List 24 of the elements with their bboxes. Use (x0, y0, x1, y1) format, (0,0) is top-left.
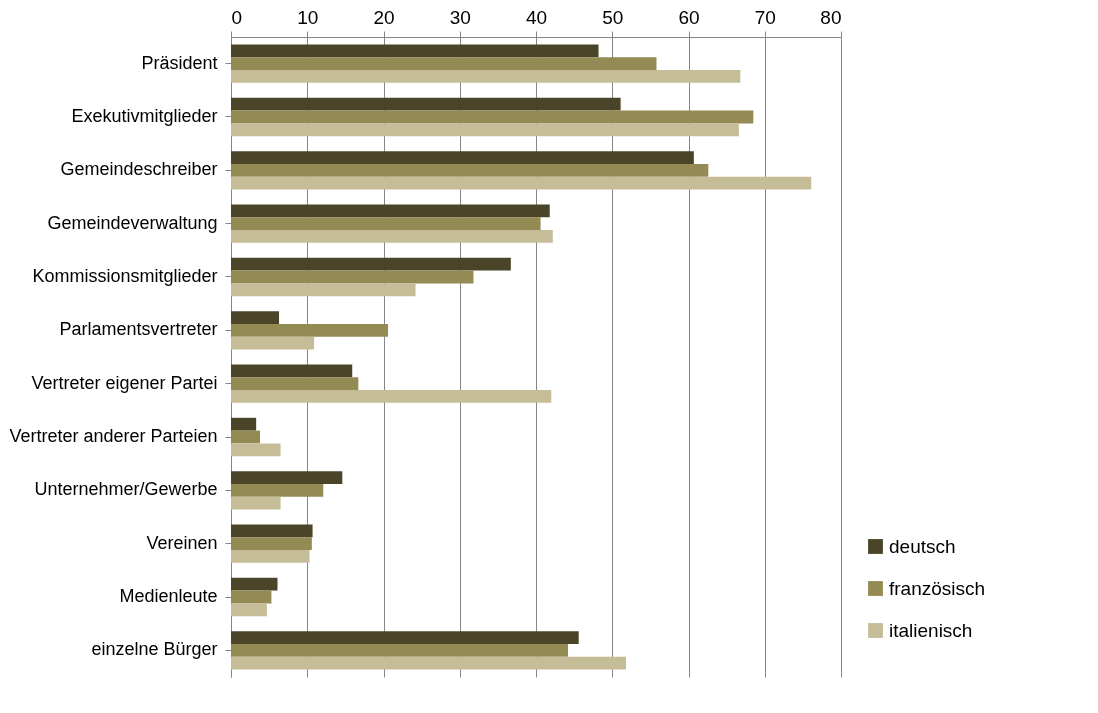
y-tick-label: Unternehmer/Gewerbe (34, 479, 218, 500)
y-tick-label: Exekutivmitglieder (71, 106, 218, 126)
y-tick-label: Parlamentsvertreter (59, 319, 218, 340)
legend-label: italienisch (889, 619, 973, 641)
x-tick-label: 50 (602, 6, 624, 28)
legend-label: deutsch (889, 535, 956, 557)
legend-label: französisch (889, 577, 986, 599)
y-tick-label: Vertreter anderer Parteien (9, 426, 218, 446)
y-tick-label: Vereinen (146, 532, 218, 553)
x-tick-label: 80 (820, 6, 842, 28)
x-tick-label: 40 (525, 6, 548, 28)
y-tick-label: Medienleute (119, 586, 218, 606)
y-tick-label: einzelne Bürger (91, 639, 218, 660)
x-tick-label: 60 (678, 6, 700, 28)
x-tick-label: 10 (297, 6, 319, 28)
y-tick-label: Präsident (141, 52, 218, 73)
x-tick-label: 20 (373, 6, 395, 28)
x-tick-label: 30 (449, 6, 471, 28)
x-tick-label: 70 (754, 6, 776, 28)
x-tick-label: 0 (231, 6, 243, 28)
y-tick-label: Gemeindeverwaltung (47, 212, 218, 233)
y-tick-label: Gemeindeschreiber (60, 159, 218, 180)
y-tick-label: Vertreter eigener Partei (31, 372, 218, 393)
y-tick-label: Kommissionsmitglieder (32, 266, 218, 286)
